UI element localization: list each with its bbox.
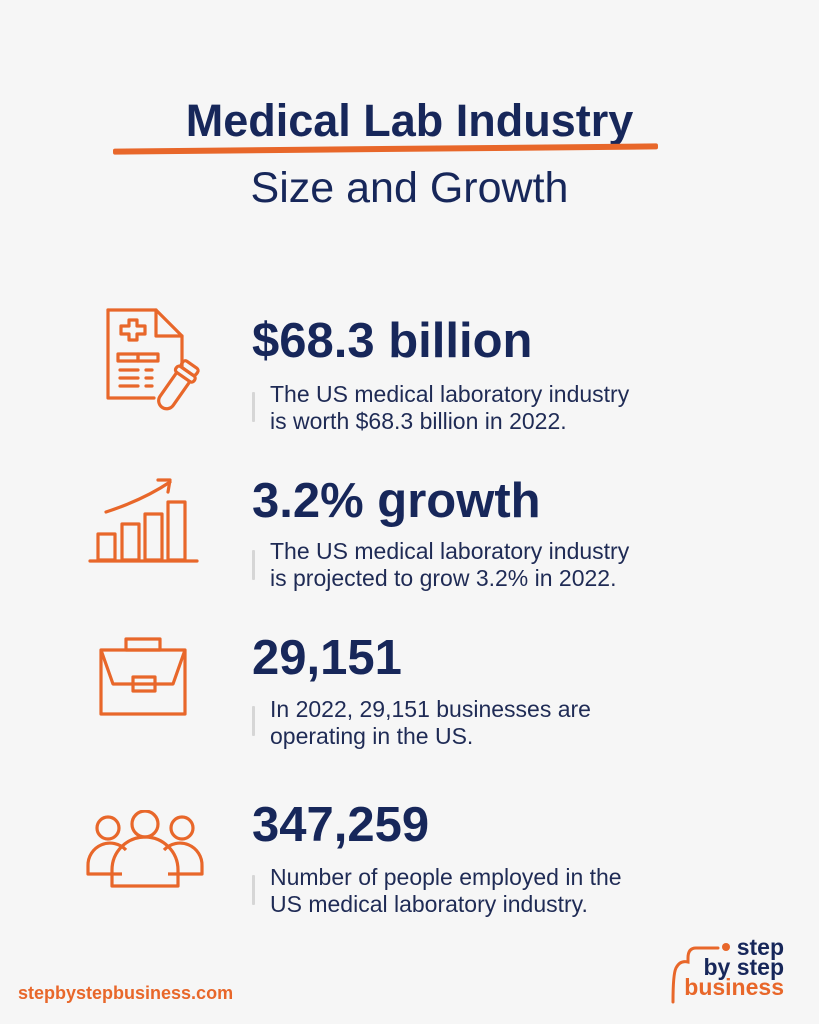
stat-description-line: In 2022, 29,151 businesses are <box>270 696 591 722</box>
briefcase-icon <box>99 637 189 717</box>
brand-logo[interactable]: step by step business <box>668 935 798 1005</box>
stat-description-line: is worth $68.3 billion in 2022. <box>270 408 567 434</box>
stat-description-line: The US medical laboratory industry <box>270 538 630 564</box>
website-link[interactable]: stepbystepbusiness.com <box>18 983 234 1003</box>
stat-divider-bar <box>252 875 255 905</box>
stat-value: 3.2% growth <box>252 474 541 528</box>
page-title: Medical Lab Industry <box>185 95 634 146</box>
stat-value: 347,259 <box>252 798 430 852</box>
stat-divider-bar <box>252 706 255 736</box>
page-title-block: Medical Lab Industry <box>0 92 819 150</box>
stat-value: 29,151 <box>252 631 402 685</box>
medical-report-icon <box>104 308 204 420</box>
growth-chart-icon <box>88 474 200 566</box>
logo-text-step: step <box>736 934 784 960</box>
logo-dot-icon <box>722 943 730 951</box>
stat-divider-bar <box>252 550 255 580</box>
logo-text-by-step: by step <box>703 954 784 980</box>
stat-value: $68.3 billion <box>252 314 533 368</box>
stat-divider-bar <box>252 392 255 422</box>
stat-description-line: Number of people employed in the <box>270 864 622 890</box>
stat-description-line: operating in the US. <box>270 723 474 749</box>
stat-description-line: is projected to grow 3.2% in 2022. <box>270 565 617 591</box>
stat-description-line: US medical laboratory industry. <box>270 891 588 917</box>
people-group-icon <box>86 810 204 890</box>
page-subtitle: Size and Growth <box>250 164 569 212</box>
logo-text-business: business <box>684 974 784 1000</box>
stat-description-line: The US medical laboratory industry <box>270 381 630 407</box>
logo-arc-icon <box>671 946 720 1004</box>
